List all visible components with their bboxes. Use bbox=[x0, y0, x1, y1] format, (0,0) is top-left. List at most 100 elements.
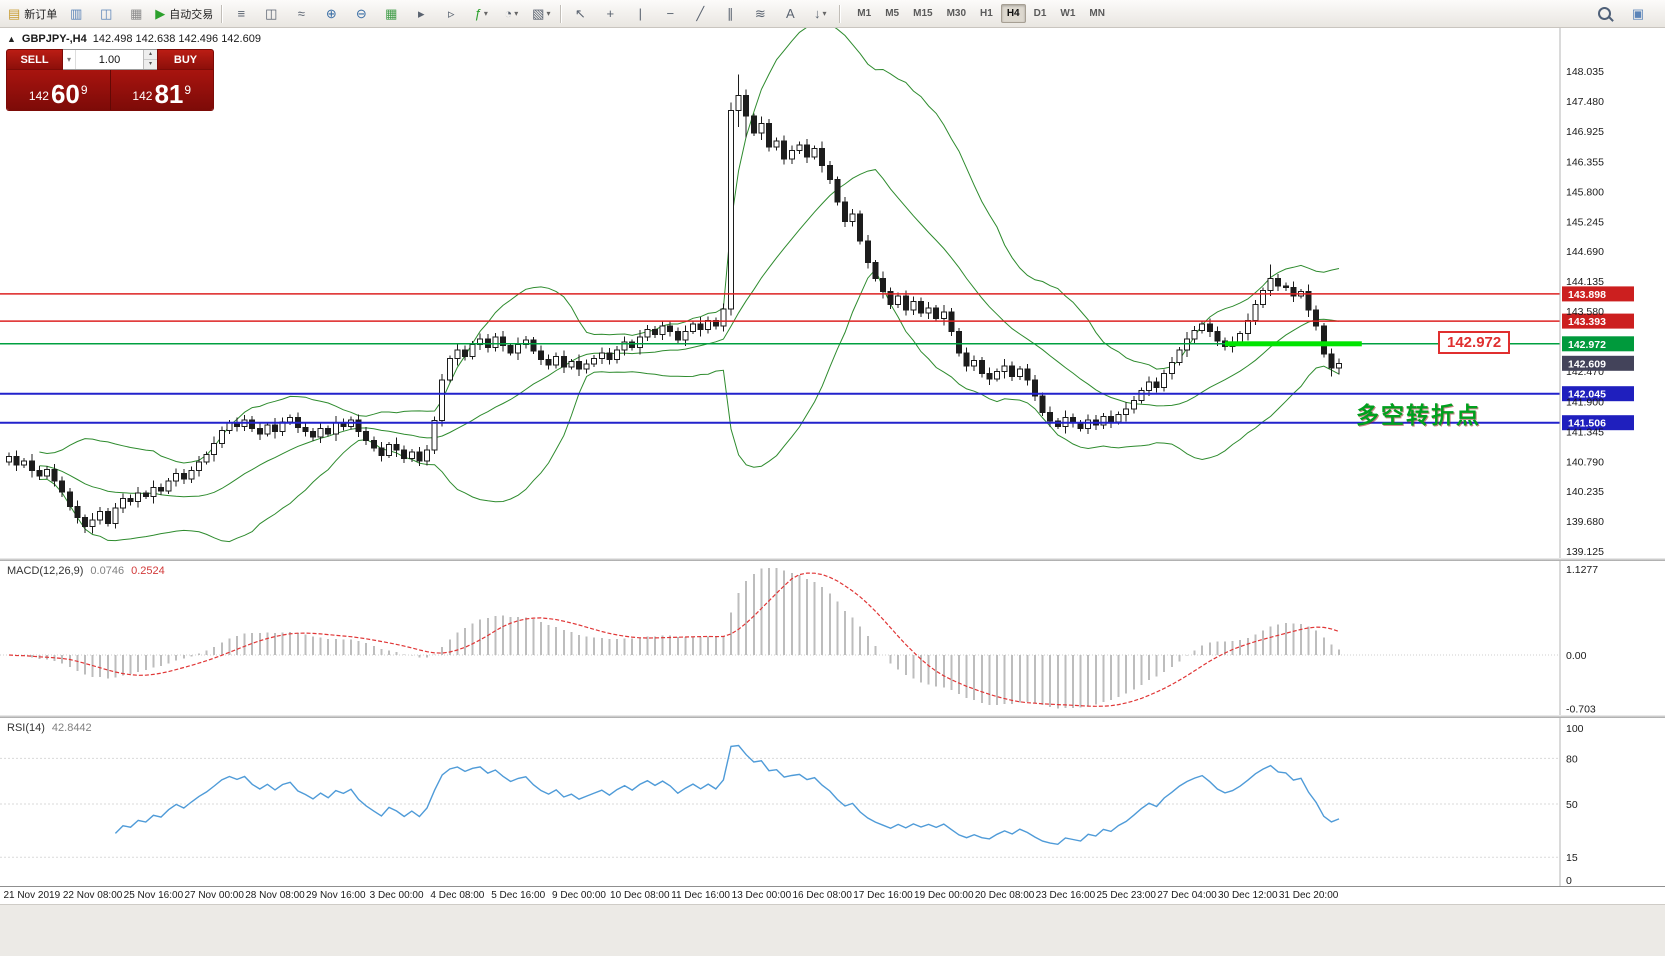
macd-chart[interactable]: 1.1277 0.00 -0.703 bbox=[0, 561, 1665, 715]
timeframe-m15[interactable]: M15 bbox=[913, 8, 933, 19]
buy-price-button[interactable]: 142 81 9 bbox=[110, 70, 213, 110]
trendline-icon: ╱ bbox=[696, 6, 705, 21]
bear-candle bbox=[1328, 353, 1335, 369]
macd-panel[interactable]: 1.1277 0.00 -0.703 MACD(12,26,9) 0.0746 0.25… bbox=[0, 561, 1665, 715]
buy-price-fraction: 9 bbox=[184, 83, 192, 97]
volume-input[interactable]: 1.00 bbox=[98, 53, 121, 66]
bull-candle bbox=[735, 95, 742, 112]
timeframe-w1[interactable]: W1 bbox=[1060, 8, 1076, 19]
zoom-out-button[interactable]: ⊖ bbox=[346, 2, 376, 26]
volume-dropdown-icon[interactable]: ▾ bbox=[63, 50, 77, 69]
price-axis-label: 144.690 bbox=[1566, 246, 1604, 258]
timeframe-d1[interactable]: D1 bbox=[1033, 8, 1047, 19]
candlestick-chart-button[interactable]: ◫ bbox=[256, 2, 286, 26]
bear-candle bbox=[272, 424, 278, 433]
timeframe-mn[interactable]: MN bbox=[1089, 8, 1105, 19]
timeframe-h1[interactable]: H1 bbox=[980, 8, 993, 19]
bear-candle bbox=[834, 179, 841, 203]
sell-button[interactable]: SELL bbox=[6, 49, 63, 70]
chevron-down-icon: ▾ bbox=[514, 9, 519, 18]
rsi-axis-label: 15 bbox=[1566, 852, 1578, 864]
time-axis[interactable]: 21 Nov 2019 22 Nov 08:00 25 Nov 16:00 27 No… bbox=[0, 886, 1665, 904]
rsi-chart[interactable]: 100 80 50 15 0 bbox=[0, 718, 1665, 886]
indicators-button[interactable]: ƒ ▾ bbox=[466, 2, 496, 26]
price-axis[interactable]: 148.035 147.480 146.925 146.355 145.800 145.2… bbox=[1559, 28, 1634, 558]
community-button[interactable]: ▣ bbox=[1623, 2, 1653, 26]
bb-upper-line bbox=[39, 28, 1340, 464]
main-toolbar: ▤ 新订单 ▥ ◫ ▦ ▶ 自动交易 ≡ ◫ ≈ ⊕ ⊖ ▦ ▸ ▹ ƒ ▾ ◔ ▾ ▧ ▾ ↖ + | − ╱ ∥ ≋ A ↓ ▾ M1 M… bbox=[0, 0, 1665, 28]
new-order-button[interactable]: ▤ 新订单 bbox=[4, 2, 61, 26]
periods-button[interactable]: ◔ ▾ bbox=[496, 2, 526, 26]
bull-candle bbox=[773, 140, 780, 148]
bear-candle bbox=[842, 201, 848, 223]
timeframe-m30[interactable]: M30 bbox=[946, 8, 967, 19]
trendline-button[interactable]: ╱ bbox=[685, 2, 715, 26]
bear-candle bbox=[378, 447, 385, 456]
bull-candle bbox=[264, 424, 271, 435]
arrows-button[interactable]: ↓ ▾ bbox=[805, 2, 835, 26]
volume-up-icon[interactable]: ▴ bbox=[144, 50, 157, 60]
bear-candle bbox=[1282, 285, 1289, 288]
bull-candle bbox=[89, 519, 96, 527]
auto-scroll-button[interactable]: ▸ bbox=[406, 2, 436, 26]
cursor-icon: ↖ bbox=[574, 6, 586, 21]
bull-candle bbox=[971, 360, 978, 367]
time-axis-label: 25 Dec 23:00 bbox=[1096, 890, 1156, 901]
text-button[interactable]: A bbox=[775, 2, 805, 26]
panel-splitter[interactable] bbox=[0, 558, 1665, 561]
bear-candle bbox=[104, 510, 111, 524]
search-button[interactable] bbox=[1589, 2, 1619, 26]
charts-button[interactable]: ▥ bbox=[61, 2, 91, 26]
buy-button[interactable]: BUY bbox=[157, 49, 214, 70]
one-click-trading-widget: SELL ▾ 1.00 ▴ ▾ BUY 142 60 9 142 81 9 bbox=[6, 49, 214, 111]
highlight-level-segment[interactable] bbox=[1225, 341, 1362, 347]
vertical-line-button[interactable]: | bbox=[625, 2, 655, 26]
toolbar-separator bbox=[839, 4, 841, 23]
zoom-in-button[interactable]: ⊕ bbox=[316, 2, 346, 26]
search-icon bbox=[1597, 7, 1611, 20]
templates-button[interactable]: ▧ ▾ bbox=[526, 2, 556, 26]
bear-candle bbox=[956, 331, 962, 354]
navigator-button[interactable]: ▦ bbox=[121, 2, 151, 26]
bear-candle bbox=[1320, 325, 1327, 355]
toolbar-separator bbox=[560, 4, 562, 23]
bull-candle bbox=[439, 379, 446, 421]
bear-candle bbox=[963, 352, 970, 367]
line-chart-button[interactable]: ≈ bbox=[286, 2, 316, 26]
bull-candle bbox=[659, 325, 666, 336]
rsi-panel[interactable]: 100 80 50 15 0 RSI(14) 42.8442 bbox=[0, 718, 1665, 886]
price-chart[interactable]: 143.898143.393142.972142.045141.506148.0… bbox=[0, 28, 1665, 558]
tile-windows-button[interactable]: ▦ bbox=[376, 2, 406, 26]
bear-candle bbox=[416, 451, 423, 462]
one-click-collapse-icon[interactable]: ▲ bbox=[7, 34, 16, 44]
timeframe-m5[interactable]: M5 bbox=[885, 8, 900, 19]
cursor-button[interactable]: ↖ bbox=[565, 2, 595, 26]
autotrade-button[interactable]: ▶ 自动交易 bbox=[151, 2, 217, 26]
fibonacci-button[interactable]: ≋ bbox=[745, 2, 775, 26]
price-axis-label: 145.245 bbox=[1566, 216, 1604, 228]
charts-icon: ▥ bbox=[70, 6, 83, 21]
crosshair-button[interactable]: + bbox=[595, 2, 625, 26]
bull-candle bbox=[568, 361, 575, 368]
channel-button[interactable]: ∥ bbox=[715, 2, 745, 26]
price-chart-panel[interactable]: 143.898 143.393 142.972 142.045 141.506 148.0… bbox=[0, 28, 1665, 558]
bull-candle bbox=[1085, 419, 1092, 429]
bottom-strip bbox=[0, 904, 1665, 956]
bull-candle bbox=[1336, 362, 1342, 369]
horizontal-line-button[interactable]: − bbox=[655, 2, 685, 26]
sell-price-button[interactable]: 142 60 9 bbox=[7, 70, 111, 110]
volume-down-icon[interactable]: ▾ bbox=[144, 60, 157, 69]
panel-splitter[interactable] bbox=[0, 715, 1665, 718]
bear-candle bbox=[36, 470, 43, 477]
bull-candle bbox=[728, 110, 734, 310]
bull-candle bbox=[1237, 333, 1244, 343]
timeframe-m1[interactable]: M1 bbox=[857, 8, 872, 19]
bear-candle bbox=[1153, 381, 1160, 389]
bar-chart-button[interactable]: ≡ bbox=[226, 2, 256, 26]
bear-candle bbox=[355, 419, 362, 433]
bear-candle bbox=[66, 491, 73, 508]
timeframe-h4[interactable]: H4 bbox=[1000, 4, 1026, 23]
chart-shift-button[interactable]: ▹ bbox=[436, 2, 466, 26]
market-watch-button[interactable]: ◫ bbox=[91, 2, 121, 26]
bear-candle bbox=[370, 439, 377, 449]
